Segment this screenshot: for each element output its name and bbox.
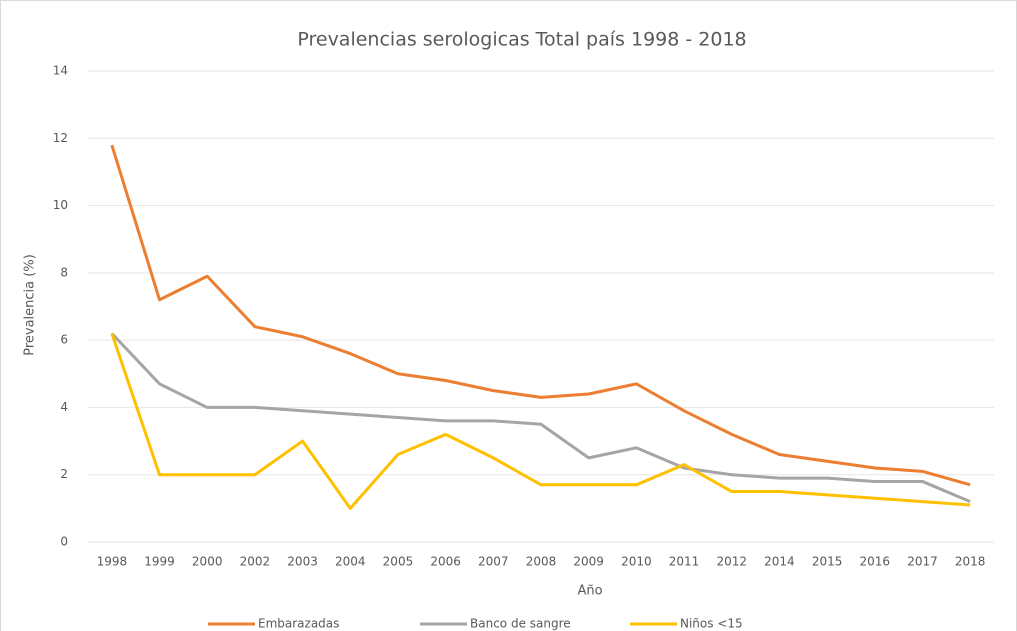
x-tick-label: 1999 [144, 555, 175, 569]
y-tick-label: 10 [53, 198, 68, 212]
x-tick-label: 2012 [716, 555, 747, 569]
x-tick-label: 2004 [335, 555, 366, 569]
legend-label: Banco de sangre [470, 617, 571, 631]
x-axis-label: Año [577, 584, 602, 599]
y-tick-label: 2 [60, 467, 68, 481]
y-axis-label: Prevalencia (%) [23, 254, 38, 356]
y-tick-label: 4 [60, 400, 68, 414]
x-tick-label: 2009 [573, 555, 604, 569]
x-tick-label: 2010 [621, 555, 652, 569]
series-line [110, 332, 971, 504]
x-tick-label: 2011 [669, 555, 700, 569]
x-tick-label: 2016 [860, 555, 891, 569]
x-tick-label: 2005 [383, 555, 414, 569]
x-tick-label: 2000 [192, 555, 223, 569]
y-tick-label: 14 [53, 64, 68, 78]
x-tick-label: 2002 [240, 555, 271, 569]
x-tick-label: 2014 [764, 555, 795, 569]
y-tick-label: 6 [60, 333, 68, 347]
x-tick-label: 2017 [907, 555, 938, 569]
series-line [110, 332, 971, 510]
x-tick-label: 2006 [430, 555, 461, 569]
y-tick-label: 8 [60, 265, 68, 279]
legend-label: Niños <15 [680, 617, 743, 631]
x-tick-label: 2003 [287, 555, 318, 569]
x-tick-label: 2007 [478, 555, 509, 569]
chart-title: Prevalencias serologicas Total país 1998… [297, 29, 746, 51]
x-tick-label: 2008 [526, 555, 557, 569]
x-tick-label: 2018 [955, 555, 986, 569]
legend-label: Embarazadas [258, 617, 339, 631]
y-tick-label: 12 [53, 131, 68, 145]
series-line [110, 144, 971, 487]
x-tick-label: 1998 [97, 555, 128, 569]
y-tick-label: 0 [60, 535, 68, 549]
x-tick-label: 2015 [812, 555, 843, 569]
